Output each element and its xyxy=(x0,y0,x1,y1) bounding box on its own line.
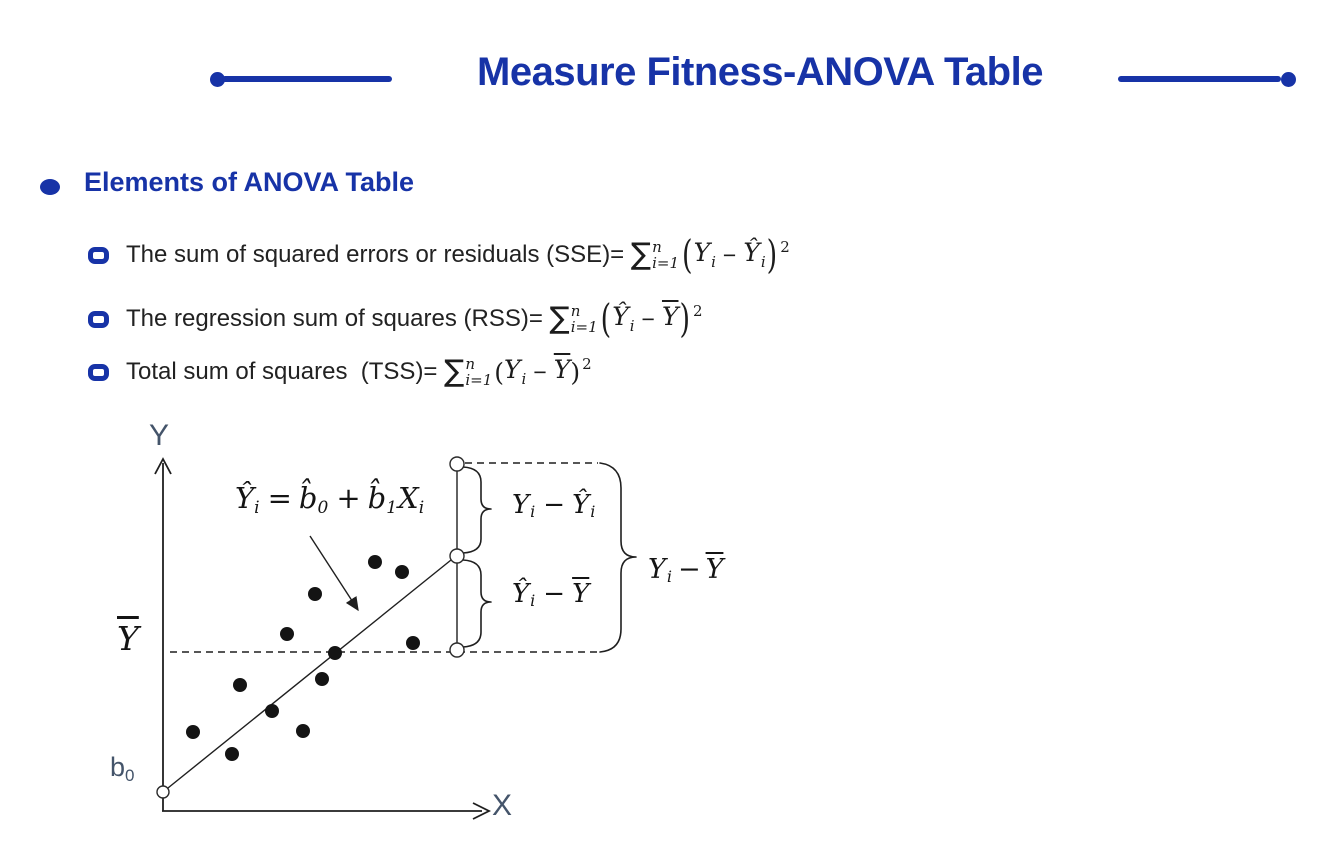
x-axis-arrowhead xyxy=(472,802,492,820)
minus-op: − xyxy=(722,241,737,268)
section-bullet-icon xyxy=(40,179,60,195)
title-right-line xyxy=(1118,76,1281,82)
sum-symbol: ∑ xyxy=(630,237,652,272)
mean-label: Y xyxy=(117,619,139,658)
math-var: Ŷ xyxy=(612,302,629,332)
math-var: Y xyxy=(504,355,521,385)
right-paren: ) xyxy=(570,357,581,387)
left-paren: ( xyxy=(682,232,693,278)
minus-op: − xyxy=(641,305,655,332)
math-sub: i xyxy=(760,252,766,271)
math-sub: i xyxy=(629,316,635,335)
right-paren: ) xyxy=(679,296,691,342)
math-var: Ŷ xyxy=(743,238,760,268)
math-var: Y xyxy=(693,238,711,268)
math-power: 2 xyxy=(582,355,592,374)
equation-arrow xyxy=(309,535,359,612)
fitted-point-circle xyxy=(449,548,465,564)
bullet-text: Total sum of squares (TSS)= xyxy=(126,358,445,385)
mean-point-circle xyxy=(449,642,465,658)
intercept-circle xyxy=(156,785,170,799)
minus-op: − xyxy=(533,358,547,385)
regression-line xyxy=(162,555,457,793)
scatter-point xyxy=(406,636,420,650)
sum-limits: n i=1 xyxy=(465,355,493,389)
ring-bullet-icon xyxy=(88,310,109,328)
left-paren: ( xyxy=(494,357,505,387)
bullet-text: The sum of squared errors or residuals (… xyxy=(126,241,631,268)
bullet-text: The regression sum of squares (RSS)= xyxy=(126,305,550,332)
math-power: 2 xyxy=(693,302,703,321)
ring-bullet-icon xyxy=(88,363,109,381)
scatter-point xyxy=(280,627,294,641)
math-var-bar: Y xyxy=(553,355,571,385)
right-paren: ) xyxy=(766,232,778,278)
y-axis-arrowhead xyxy=(154,457,172,475)
title-left-line xyxy=(222,76,392,82)
x-axis-label: X xyxy=(492,789,513,822)
math-sub: i xyxy=(521,369,527,388)
sum-limits: n i=1 xyxy=(570,302,598,336)
title-left-dot xyxy=(210,72,225,87)
y-axis-label: Y xyxy=(149,419,170,452)
scatter-point xyxy=(315,672,329,686)
page-title: Measure Fitness-ANOVA Table xyxy=(477,50,1043,94)
bullet-item-rss: The regression sum of squares (RSS)= ∑ n i… xyxy=(88,293,703,345)
ring-bullet-icon xyxy=(88,246,109,264)
regression-dev-brace xyxy=(462,559,492,648)
scatter-point xyxy=(328,646,342,660)
sum-symbol: ∑ xyxy=(444,354,465,389)
scatter-point xyxy=(308,587,322,601)
scatter-point xyxy=(186,725,200,739)
math-var-bar: Y xyxy=(661,302,679,332)
bullet-item-sse: The sum of squared errors or residuals (… xyxy=(88,229,790,281)
section-heading: Elements of ANOVA Table xyxy=(84,167,415,197)
total-dev-brace xyxy=(599,462,637,653)
scatter-point xyxy=(368,555,382,569)
scatter-points xyxy=(186,555,420,761)
math-sub: i xyxy=(711,252,716,271)
sum-limits: n i=1 xyxy=(652,238,680,272)
residual-brace xyxy=(462,466,492,554)
scatter-point xyxy=(265,704,279,718)
scatter-point xyxy=(233,678,247,692)
scatter-point xyxy=(296,724,310,738)
math-power: 2 xyxy=(780,238,790,257)
observed-point-circle xyxy=(449,456,465,472)
title-right-dot xyxy=(1281,72,1296,87)
scatter-point xyxy=(395,565,409,579)
left-paren: ( xyxy=(600,296,612,342)
scatter-point xyxy=(225,747,239,761)
sum-symbol: ∑ xyxy=(549,301,570,336)
